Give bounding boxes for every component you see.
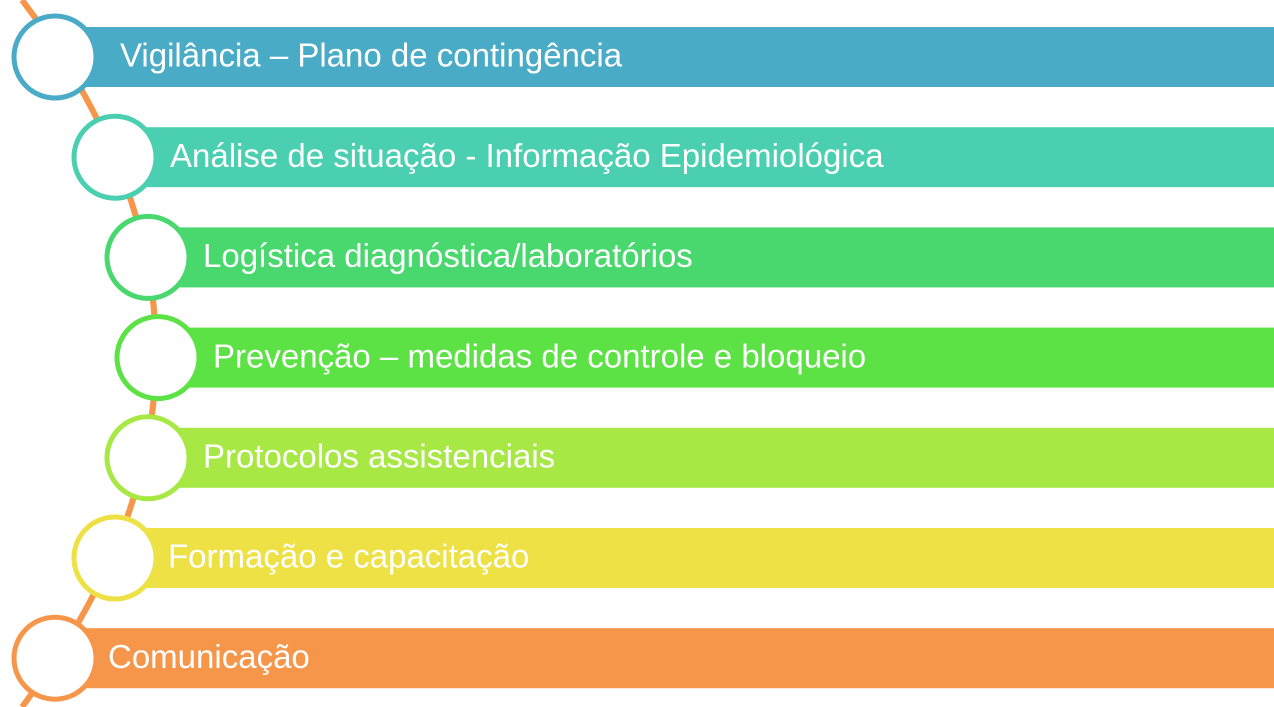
- item-label: Comunicação: [108, 638, 310, 675]
- item-label: Logística diagnóstica/laboratórios: [203, 237, 693, 274]
- item-circle: [71, 113, 159, 201]
- bar: [55, 628, 1274, 689]
- item-label: Prevenção – medidas de controle e bloque…: [213, 337, 866, 374]
- bars: Vigilância – Plano de contingência Anális…: [55, 27, 1274, 689]
- circles: [11, 13, 202, 702]
- item-circle: [104, 414, 192, 502]
- item-circle: [104, 213, 192, 301]
- item-label: Formação e capacitação: [168, 538, 529, 575]
- bar: [148, 427, 1274, 488]
- item-label: Vigilância – Plano de contingência: [120, 37, 623, 74]
- bar: [148, 227, 1274, 288]
- item-label: Protocolos assistenciais: [203, 438, 555, 475]
- bar: [55, 27, 1274, 87]
- bar: [115, 127, 1274, 188]
- item-circle: [11, 614, 99, 702]
- item-circle: [114, 314, 202, 402]
- bar: [158, 327, 1274, 388]
- item-label: Análise de situação - Informação Epidemi…: [170, 137, 884, 174]
- item-circle: [71, 514, 159, 602]
- bar: [115, 528, 1274, 588]
- item-circle: [11, 13, 99, 101]
